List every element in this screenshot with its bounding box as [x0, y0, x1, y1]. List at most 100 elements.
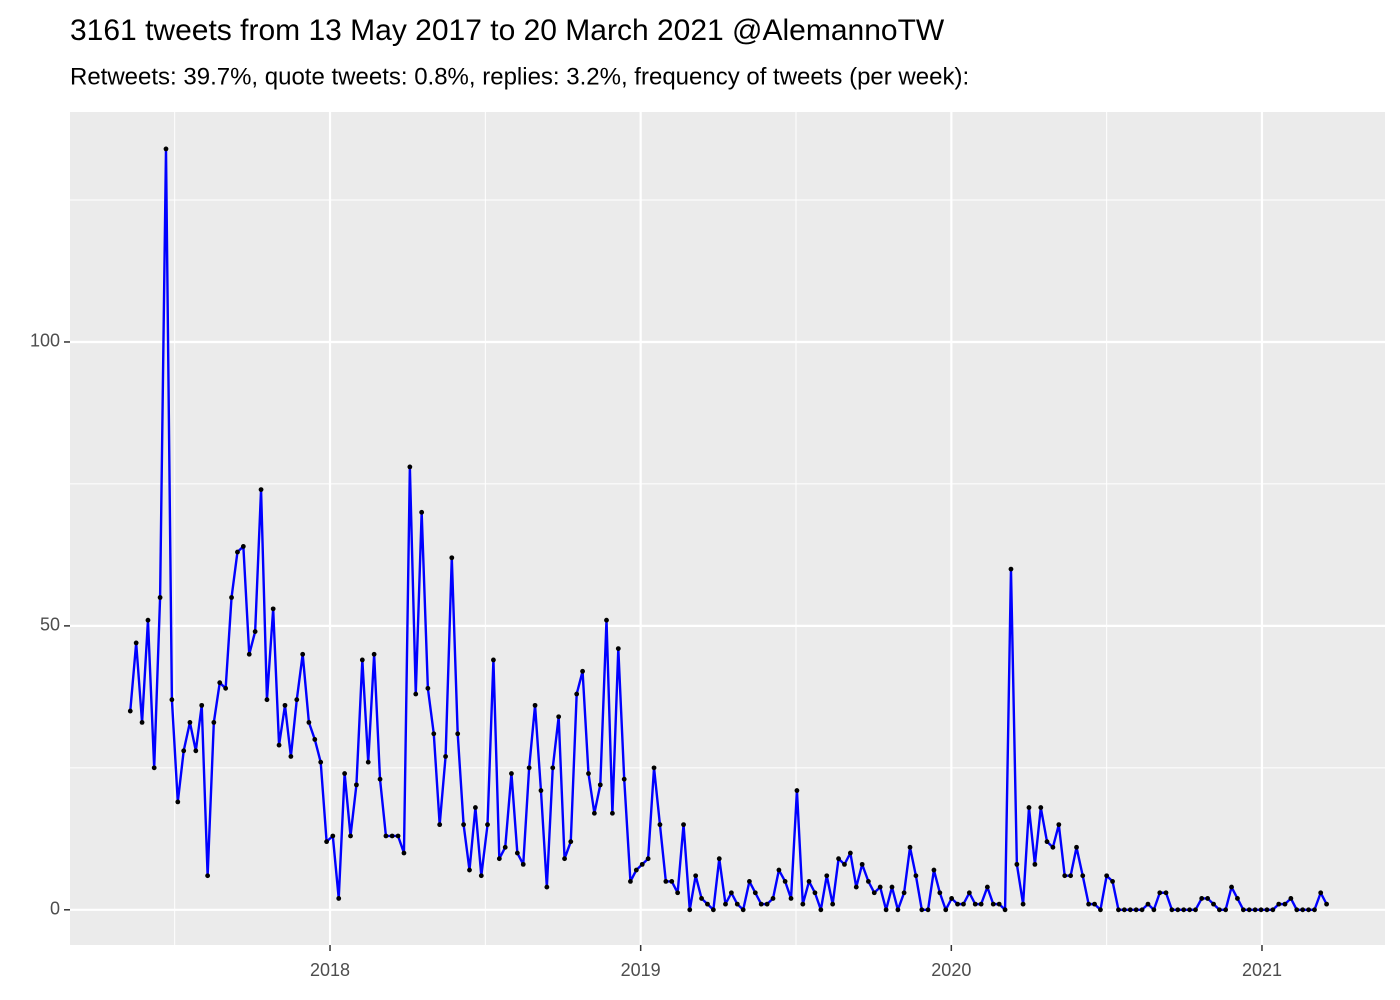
data-point	[478, 873, 484, 879]
data-point	[1062, 873, 1068, 879]
data-point	[966, 890, 972, 896]
data-point	[1116, 907, 1121, 913]
data-point	[1074, 844, 1079, 850]
data-point	[931, 867, 937, 873]
data-point	[663, 879, 669, 884]
data-point	[1211, 901, 1216, 907]
data-point	[520, 861, 526, 867]
data-point	[235, 549, 240, 555]
data-point	[812, 890, 818, 896]
data-point	[1133, 907, 1139, 913]
data-point	[675, 890, 681, 896]
data-point	[187, 720, 193, 725]
data-point	[1276, 901, 1282, 907]
data-point	[1199, 896, 1205, 901]
data-point	[205, 873, 211, 879]
data-point	[1008, 566, 1014, 572]
y-tick-label: 100	[30, 331, 60, 351]
data-point	[1098, 907, 1103, 913]
data-point	[193, 748, 199, 754]
data-point	[990, 901, 996, 907]
data-point	[710, 907, 716, 913]
data-point	[1264, 907, 1270, 913]
data-point	[1217, 907, 1222, 913]
data-point	[377, 776, 383, 782]
data-point	[437, 822, 443, 828]
data-point	[877, 884, 883, 890]
data-point	[139, 720, 145, 725]
data-point	[681, 822, 686, 828]
data-point	[639, 861, 645, 867]
data-point	[550, 765, 556, 771]
data-point	[580, 668, 585, 674]
data-point	[359, 657, 365, 663]
data-point	[1300, 907, 1306, 913]
data-point	[800, 901, 806, 907]
data-point	[145, 617, 151, 623]
data-point	[1026, 805, 1032, 810]
data-point	[300, 651, 306, 657]
data-point	[586, 771, 591, 776]
data-point	[324, 839, 330, 845]
data-point	[389, 833, 395, 839]
data-point	[758, 901, 764, 907]
data-point	[229, 595, 234, 600]
data-point	[473, 805, 478, 810]
data-point	[859, 861, 865, 867]
data-point	[651, 765, 657, 771]
data-point	[449, 555, 455, 561]
data-point	[907, 844, 913, 850]
x-tick-label: 2018	[310, 960, 350, 980]
data-point	[1235, 896, 1240, 901]
data-point	[467, 867, 472, 873]
data-point	[1157, 890, 1163, 896]
data-point	[847, 850, 853, 856]
data-point	[163, 146, 169, 152]
data-point	[318, 759, 324, 765]
data-point	[657, 822, 663, 828]
data-point	[1002, 907, 1008, 913]
data-point	[901, 890, 907, 896]
data-point	[842, 861, 847, 867]
y-tick-label: 50	[40, 615, 60, 635]
data-point	[764, 901, 770, 907]
data-point	[645, 856, 651, 862]
data-point	[1175, 907, 1181, 913]
data-point	[1318, 890, 1324, 896]
data-point	[1312, 907, 1317, 913]
data-point	[1032, 861, 1038, 867]
data-point	[853, 884, 859, 890]
data-point	[312, 737, 318, 742]
data-point	[919, 907, 925, 913]
data-point	[794, 788, 800, 793]
data-point	[276, 742, 282, 748]
data-point	[419, 509, 425, 515]
data-point	[127, 708, 133, 714]
data-point	[425, 685, 431, 691]
data-point	[509, 771, 514, 776]
data-point	[913, 873, 919, 879]
data-point	[169, 697, 175, 703]
data-point	[972, 901, 978, 907]
data-point	[865, 879, 871, 884]
data-point	[716, 856, 722, 862]
data-point	[455, 731, 461, 737]
data-point	[996, 901, 1002, 907]
data-point	[1145, 901, 1151, 907]
data-point	[669, 879, 675, 884]
data-point	[252, 629, 258, 634]
x-tick-label: 2021	[1242, 960, 1282, 980]
data-point	[342, 771, 348, 776]
data-point	[597, 782, 603, 788]
data-point	[1038, 805, 1044, 810]
chart-subtitle: Retweets: 39.7%, quote tweets: 0.8%, rep…	[70, 63, 969, 90]
data-point	[788, 896, 794, 901]
data-point	[556, 714, 562, 720]
data-point	[157, 595, 163, 600]
data-point	[806, 879, 812, 884]
data-point	[485, 822, 490, 828]
data-point	[443, 754, 448, 759]
data-point	[1288, 896, 1294, 901]
data-point	[1306, 907, 1311, 913]
